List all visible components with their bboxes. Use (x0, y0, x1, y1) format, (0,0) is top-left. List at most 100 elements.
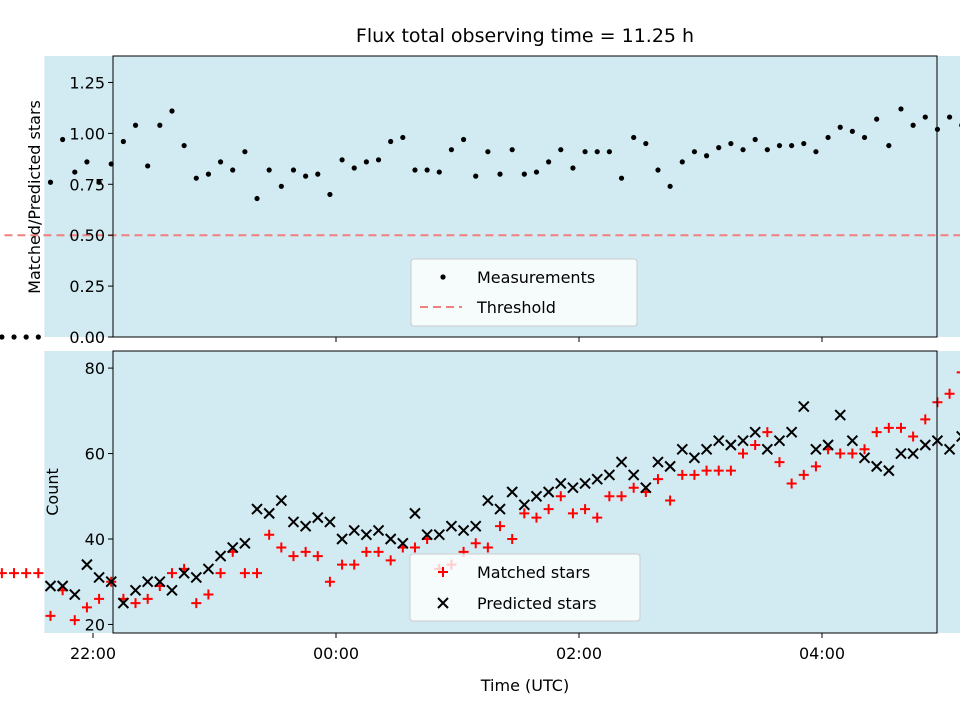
measurement-point (363, 159, 369, 165)
x-tick-label: 00:00 (313, 644, 359, 663)
measurement-point (424, 167, 430, 173)
measurement-point (606, 149, 612, 155)
predicted-star-point (737, 435, 749, 447)
predicted-star-point (482, 494, 494, 507)
bottom-legend: Matched stars Predicted stars (409, 553, 641, 622)
measurement-point (521, 171, 527, 177)
measurement-point (205, 171, 212, 177)
matched-star-point (738, 448, 749, 459)
y-tick-label: 1.25 (69, 73, 105, 92)
measurement-point (327, 191, 333, 198)
predicted-star-point (214, 550, 227, 562)
bottom-plot-area (112, 350, 938, 634)
legend-label-threshold: Threshold (476, 298, 556, 317)
matched-star-point (0, 568, 7, 579)
measurement-point (716, 145, 722, 151)
matched-star-point (567, 508, 578, 519)
measurement-point (23, 334, 29, 340)
matched-star-point (895, 422, 906, 433)
predicted-star-point (810, 443, 822, 455)
matched-star-point (507, 534, 518, 544)
matched-star-point (142, 593, 153, 604)
matched-star-point (470, 538, 481, 549)
matched-star-point (592, 512, 603, 523)
measurement-point (740, 147, 746, 153)
predicted-star-point (348, 524, 360, 537)
measurement-point (60, 136, 66, 143)
measurement-point (801, 140, 807, 147)
matched-star-point (495, 521, 506, 532)
matched-star-point (69, 615, 80, 626)
measurement-point (667, 183, 673, 189)
predicted-star-point (895, 447, 907, 460)
matched-star-point (252, 568, 263, 579)
measurement-point (509, 147, 515, 153)
predicted-star-point (141, 576, 154, 588)
y-tick-label: 0.25 (69, 277, 105, 296)
x-tick-label: 02:00 (556, 644, 602, 663)
predicted-star-point (907, 447, 919, 460)
x-tick-label: 22:00 (70, 644, 116, 663)
matched-star-point (543, 504, 554, 515)
predicted-star-point (652, 456, 664, 468)
matched-star-point (725, 465, 736, 476)
matched-star-point (531, 512, 542, 523)
predicted-star-point (773, 435, 786, 447)
legend-box (409, 553, 641, 622)
measurement-point (242, 149, 248, 155)
matched-star-point (373, 546, 384, 557)
matched-star-point (482, 542, 493, 553)
measurement-point (436, 169, 442, 175)
matched-star-point (665, 495, 676, 506)
legend-x-marker (437, 597, 449, 609)
y-tick-label: 40 (85, 530, 105, 549)
measurement-point (691, 149, 698, 155)
matched-star-point (33, 568, 44, 579)
matched-star-point (920, 414, 931, 425)
predicted-star-point (409, 507, 421, 520)
matched-star-point (859, 444, 870, 455)
matched-star-point (713, 465, 724, 476)
measurement-point (375, 157, 382, 163)
predicted-star-point (567, 482, 579, 494)
measurement-point (728, 140, 734, 147)
predicted-star-point (470, 520, 482, 532)
measurement-point (217, 159, 224, 165)
y-tick-label: 60 (85, 445, 105, 464)
measurement-point (35, 334, 41, 340)
measurement-point (631, 134, 637, 141)
predicted-star-point (798, 400, 810, 413)
matched-star-point (847, 448, 858, 459)
matched-star-point (203, 589, 214, 600)
measurement-point (72, 169, 78, 175)
measurement-point (546, 159, 552, 165)
measurement-point (886, 142, 892, 149)
predicted-star-point (275, 494, 288, 507)
measurement-point (96, 179, 102, 185)
measurement-point (388, 138, 394, 145)
predicted-star-point (530, 490, 543, 502)
predicted-star-point (579, 477, 591, 490)
predicted-star-point (676, 443, 688, 455)
predicted-star-point (312, 511, 324, 524)
predicted-star-point (627, 469, 640, 481)
predicted-star-point (518, 499, 531, 511)
matched-star-point (385, 555, 396, 566)
predicted-star-point (421, 529, 433, 541)
predicted-star-point (81, 558, 93, 571)
predicted-star-point (640, 482, 652, 494)
measurement-point (594, 149, 600, 155)
measurement-point (132, 122, 139, 128)
predicted-star-point (506, 486, 518, 498)
predicted-star-point (591, 473, 603, 485)
matched-star-point (786, 478, 797, 489)
legend-label-measurements: Measurements (477, 268, 595, 287)
predicted-star-point (178, 567, 190, 579)
predicted-star-point (700, 443, 713, 455)
chart-title: Flux total observing time = 11.25 h (356, 25, 694, 47)
measurement-point (47, 179, 54, 185)
matched-star-point (166, 568, 177, 579)
measurement-point (11, 334, 17, 340)
matched-star-point (215, 568, 226, 579)
matched-star-point (264, 529, 275, 540)
